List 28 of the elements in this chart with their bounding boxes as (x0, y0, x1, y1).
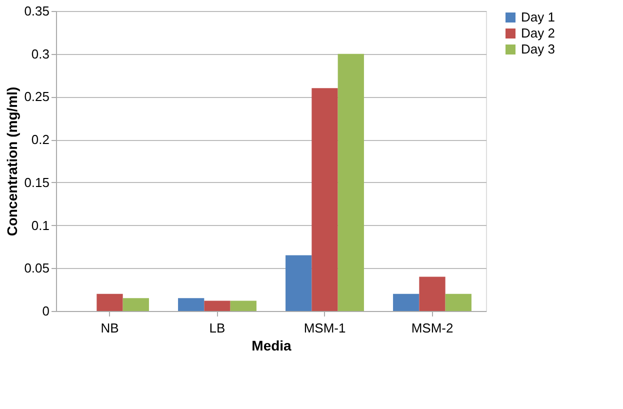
bar (393, 294, 420, 311)
bar (338, 54, 364, 311)
y-tick-label: 0.25 (24, 89, 50, 104)
y-tick-label: 0.3 (31, 46, 50, 62)
legend-label: Day 3 (521, 42, 555, 56)
y-tick-label: 0.05 (24, 260, 50, 276)
bar (230, 300, 256, 311)
bar (96, 294, 123, 311)
y-tick-label: 0.1 (31, 218, 50, 233)
bar (445, 294, 472, 311)
y-tick-label: 0.35 (24, 4, 50, 18)
x-tick-label: LB (209, 320, 226, 336)
x-tick-label: MSM-1 (304, 320, 346, 336)
x-axis-title: Media (252, 338, 292, 354)
y-tick-label: 0.2 (31, 132, 50, 148)
bar (178, 298, 204, 311)
y-axis-title: Concentration (mg/ml) (4, 86, 20, 236)
bar (419, 276, 446, 311)
y-tick-label: 0 (42, 304, 50, 318)
bar (312, 88, 338, 311)
y-tick-label: 0.15 (24, 174, 50, 190)
x-tick-label: MSM-2 (411, 320, 454, 336)
legend-label: Day 1 (521, 10, 555, 24)
bar (204, 300, 230, 311)
bar (122, 298, 149, 311)
legend-label: Day 2 (521, 26, 555, 40)
x-tick-label: NB (100, 320, 119, 336)
bar (286, 255, 312, 311)
